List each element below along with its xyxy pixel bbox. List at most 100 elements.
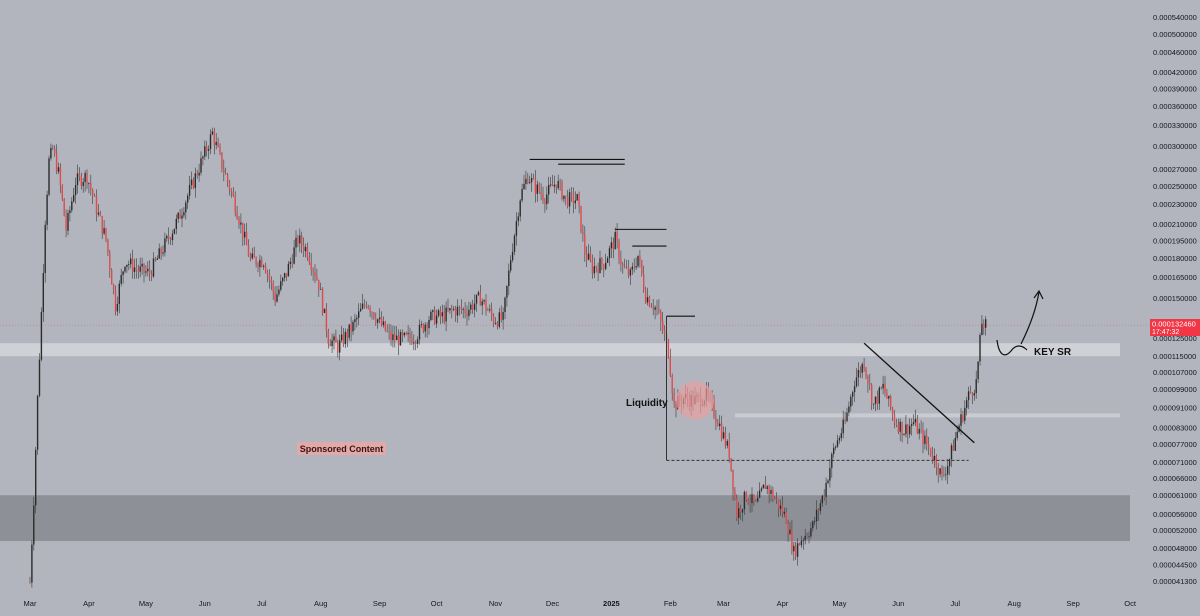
zones-layer [0, 343, 1130, 542]
candle-up [751, 494, 753, 504]
candle-down [768, 486, 770, 494]
candle-down [225, 172, 227, 175]
time-axis[interactable]: Mar Apr May Jun Jul Aug Sep Oct Nov Dec 2025 Feb Mar… [24, 599, 1137, 608]
candle-up [587, 253, 590, 260]
candle-down [603, 264, 605, 269]
candle-down [675, 402, 677, 410]
candle-up [215, 141, 217, 146]
candle-up [166, 235, 168, 239]
candle-up [888, 395, 890, 399]
candle-up [576, 194, 578, 201]
candle-up [802, 540, 804, 542]
candle-up [762, 484, 765, 489]
price-tick-label: 0.000066000 [1153, 474, 1197, 483]
candle-up [840, 433, 842, 439]
candle-up [141, 263, 143, 267]
price-tick-label: 0.000330000 [1153, 121, 1197, 130]
candle-up [821, 495, 823, 504]
candle-up [73, 195, 75, 202]
candle-down [658, 308, 660, 312]
sponsored-badge-bg [297, 442, 386, 455]
candle-down [570, 192, 573, 194]
candle-down [485, 300, 487, 311]
candle-down [272, 282, 274, 293]
candle-up [549, 184, 552, 186]
candle-down [496, 323, 499, 327]
candle-up [441, 312, 443, 317]
candle-down [935, 456, 937, 468]
candle-down [880, 387, 882, 389]
time-tick-label: Apr [777, 599, 789, 608]
last-price-tag-bg [1150, 319, 1200, 336]
price-tick-label: 0.000125000 [1153, 334, 1197, 343]
candle-down [291, 261, 293, 264]
candle-up [173, 228, 176, 234]
candle-up [31, 544, 33, 583]
drawings-layer [0, 158, 1150, 461]
candle-up [498, 312, 500, 327]
candle-up [793, 545, 795, 552]
candle-down [798, 543, 801, 546]
candle-down [270, 279, 272, 283]
candle-up [97, 212, 100, 215]
candle-down [492, 315, 495, 324]
candle-up [399, 332, 402, 346]
candle-down [907, 424, 909, 435]
price-tick-label: 0.000500000 [1153, 30, 1197, 39]
price-tick-label: 0.000420000 [1153, 68, 1197, 77]
candle-up [757, 497, 759, 502]
price-tick-label: 0.000083000 [1153, 424, 1197, 433]
candle-down [335, 336, 337, 343]
candle-up [432, 310, 434, 312]
candle-down [143, 263, 145, 273]
time-tick-label: Jun [199, 599, 211, 608]
candle-down [80, 175, 82, 186]
candle-up [126, 264, 128, 267]
candle-down [785, 511, 787, 524]
last-price-tag[interactable]: 0.000132460 17:47:32 [1150, 319, 1200, 336]
candle-up [557, 180, 559, 189]
candle-up [517, 216, 519, 221]
candle-down [90, 183, 92, 190]
candle-up [403, 332, 405, 336]
price-tick-label: 0.000107000 [1153, 368, 1197, 377]
price-tick-label: 0.000048000 [1153, 544, 1197, 553]
candle-down [648, 297, 651, 307]
candle-up [947, 466, 949, 475]
candle-down [310, 262, 312, 270]
price-axis[interactable]: 0.000540000 0.000500000 0.000460000 0.00042… [1153, 13, 1197, 586]
candle-up [354, 319, 356, 322]
candle-up [838, 438, 841, 441]
candle-down [55, 153, 58, 172]
candle-up [981, 323, 983, 336]
candle-up [48, 158, 50, 195]
candle-down [65, 216, 67, 231]
candle-up [211, 131, 214, 135]
candle-down [724, 432, 727, 446]
candle-down [739, 508, 742, 513]
candle-down [245, 231, 248, 246]
candle-up [162, 252, 164, 254]
candle-down [369, 307, 371, 313]
candle-up [200, 158, 202, 173]
candle-down [213, 131, 215, 146]
sponsored-badge[interactable]: Sponsored Content [297, 442, 386, 455]
candle-down [715, 416, 717, 422]
candle-up [848, 406, 850, 413]
candle-up [50, 147, 52, 159]
candle-up [185, 202, 187, 213]
candle-up [38, 359, 41, 396]
candle-up [614, 231, 616, 250]
sponsored-label[interactable]: Sponsored Content [300, 444, 384, 454]
candle-down [747, 500, 749, 503]
candle-down [713, 401, 715, 417]
candle-down [249, 256, 252, 259]
candle-down [620, 259, 622, 265]
key-sr-label-group: KEY SR [1034, 347, 1072, 358]
candle-up [356, 317, 358, 320]
candle-down [534, 178, 537, 194]
candle-down [806, 535, 808, 537]
candle-up [741, 509, 744, 513]
